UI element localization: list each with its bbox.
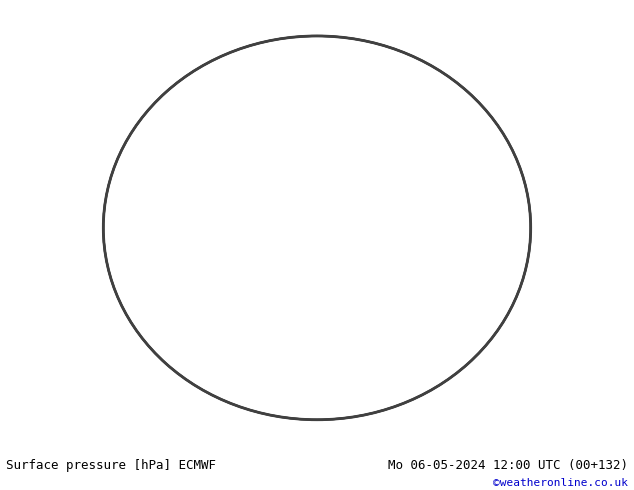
Polygon shape xyxy=(174,63,265,210)
Text: ©weatheronline.co.uk: ©weatheronline.co.uk xyxy=(493,478,628,488)
Text: 992: 992 xyxy=(285,376,299,397)
Text: 988: 988 xyxy=(273,334,290,355)
Polygon shape xyxy=(178,389,456,435)
Text: 980: 980 xyxy=(274,354,285,373)
Text: 1024: 1024 xyxy=(191,308,217,327)
Text: 1016: 1016 xyxy=(260,83,276,110)
Polygon shape xyxy=(296,159,378,308)
Text: 1016: 1016 xyxy=(424,221,451,234)
Text: 996: 996 xyxy=(301,340,321,358)
Text: 1000: 1000 xyxy=(283,58,298,84)
Text: 1020: 1020 xyxy=(455,121,472,147)
Text: 992: 992 xyxy=(387,366,406,386)
Text: 1020: 1020 xyxy=(266,118,293,134)
Text: 1024: 1024 xyxy=(308,272,324,298)
Text: 992: 992 xyxy=(470,324,489,336)
Text: 996: 996 xyxy=(375,372,386,392)
Text: 1012: 1012 xyxy=(318,54,329,80)
Text: 996: 996 xyxy=(433,361,450,382)
Text: 1020: 1020 xyxy=(312,238,331,264)
Text: 1016: 1016 xyxy=(432,96,447,122)
Text: 1008: 1008 xyxy=(236,309,248,335)
Text: 1008: 1008 xyxy=(358,167,375,193)
Text: 984: 984 xyxy=(259,361,275,382)
Text: 1028: 1028 xyxy=(440,267,461,293)
Text: 1024: 1024 xyxy=(259,155,272,181)
Ellipse shape xyxy=(103,36,531,420)
Polygon shape xyxy=(306,63,361,145)
Text: 1004: 1004 xyxy=(501,303,512,329)
Text: 1000: 1000 xyxy=(173,72,191,98)
Text: 992: 992 xyxy=(302,366,313,386)
Text: 996: 996 xyxy=(155,95,174,115)
Text: 1004: 1004 xyxy=(121,124,148,144)
Text: 1008: 1008 xyxy=(495,279,521,297)
Polygon shape xyxy=(443,260,488,315)
Text: 1012: 1012 xyxy=(270,286,290,312)
Text: 1012: 1012 xyxy=(174,88,197,113)
Text: 1004: 1004 xyxy=(330,371,344,397)
Polygon shape xyxy=(344,127,458,223)
Text: 1008: 1008 xyxy=(173,84,195,109)
Text: 1000: 1000 xyxy=(387,328,413,348)
Text: 1008: 1008 xyxy=(413,359,428,385)
Text: 1004: 1004 xyxy=(290,36,316,58)
Text: 1020: 1020 xyxy=(224,268,235,294)
Text: 1016: 1016 xyxy=(124,150,148,174)
Polygon shape xyxy=(273,35,306,90)
Text: 1008: 1008 xyxy=(287,102,314,119)
Text: 1000: 1000 xyxy=(438,343,460,368)
Text: Surface pressure [hPa] ECMWF: Surface pressure [hPa] ECMWF xyxy=(6,459,216,472)
Text: 1020: 1020 xyxy=(441,240,467,257)
Text: 1004: 1004 xyxy=(411,323,428,350)
PathPatch shape xyxy=(77,0,557,467)
Polygon shape xyxy=(223,196,276,356)
Text: 1024: 1024 xyxy=(449,303,472,328)
Text: 1028: 1028 xyxy=(282,142,299,168)
Text: Mo 06-05-2024 12:00 UTC (00+132): Mo 06-05-2024 12:00 UTC (00+132) xyxy=(387,459,628,472)
Text: 1020: 1020 xyxy=(146,183,171,207)
Text: 1000: 1000 xyxy=(294,398,320,418)
Text: 988: 988 xyxy=(450,358,470,377)
Text: 1028: 1028 xyxy=(186,271,200,297)
Text: 1012: 1012 xyxy=(401,193,425,218)
